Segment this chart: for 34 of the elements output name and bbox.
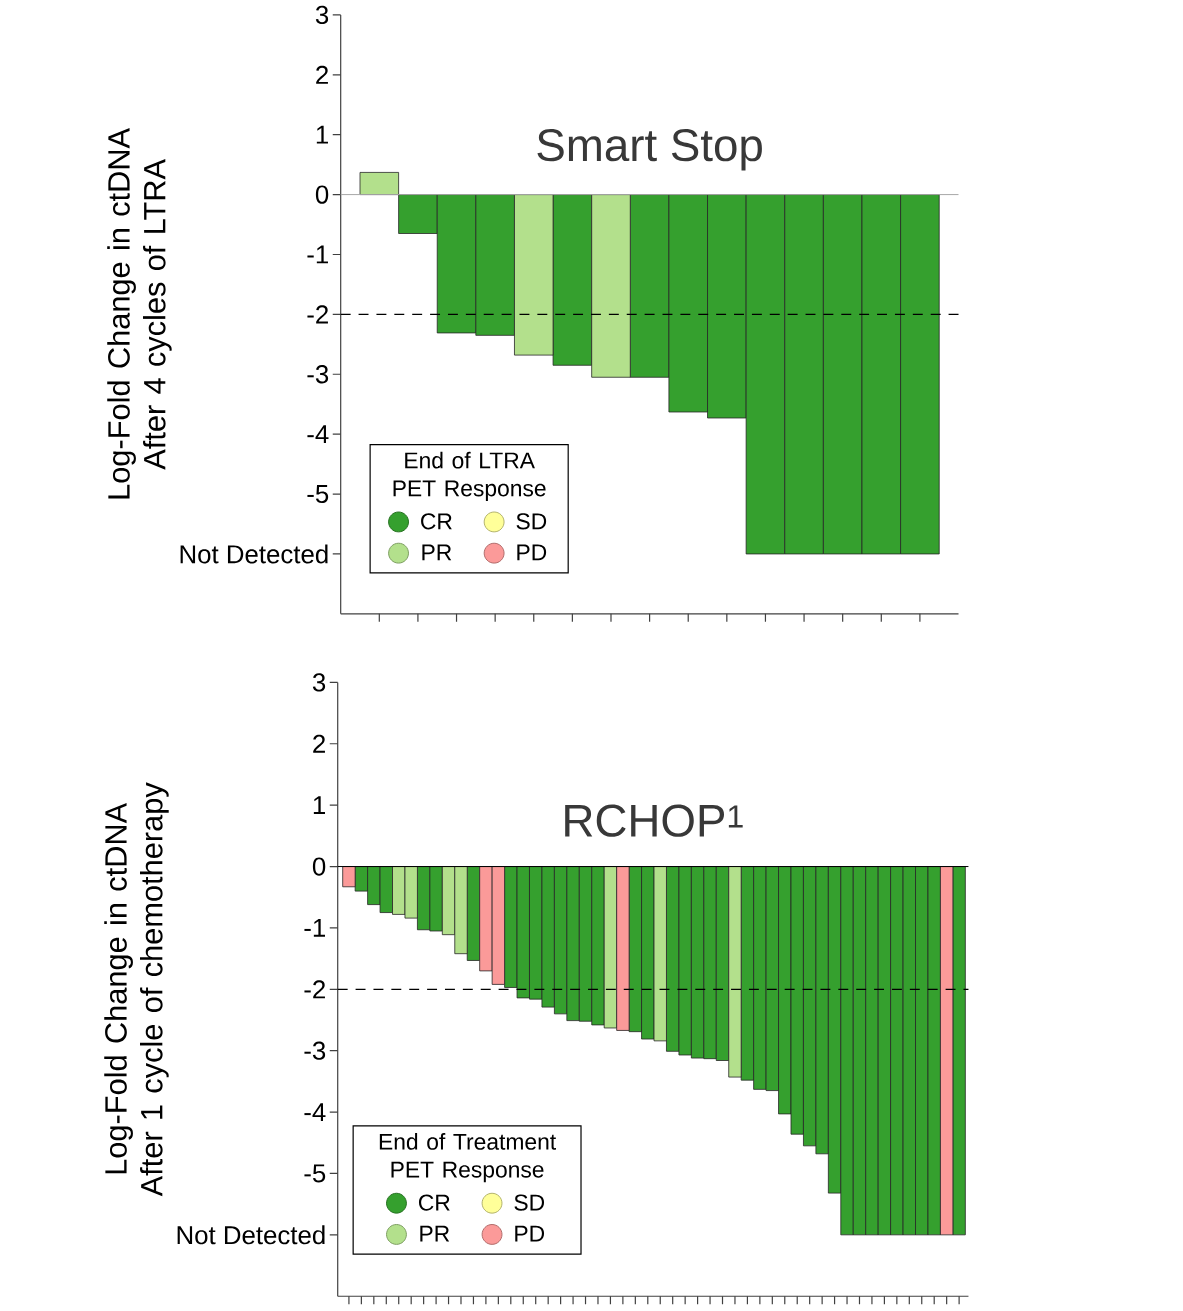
y-tick-label: -3 [307, 365, 329, 384]
y-tick-label: -2 [304, 980, 325, 999]
y-tick-label: 2 [313, 734, 325, 753]
y-tick-label: 0 [315, 185, 329, 204]
y-tick-label: Not Detected [180, 544, 328, 564]
y-axis-title: Log-Fold Change in ctDNA After 1 cycle of chemotherapy [104, 782, 169, 1197]
y-tick-label: 1 [316, 125, 328, 144]
text: Smart Stop [537, 129, 762, 171]
legend-label: PR [422, 544, 452, 561]
y-tick-label: 0 [312, 857, 326, 876]
y-tick-label: -1 [304, 919, 325, 937]
y-tick-label: -5 [304, 1164, 326, 1183]
y-tick-label: 2 [316, 65, 328, 84]
y-tick-label: -3 [304, 1041, 326, 1060]
y-tick-label: 1 [313, 796, 325, 815]
legend-label: CR [421, 513, 452, 530]
y-tick-label: -5 [307, 485, 329, 504]
y-tick-label: Not Detected [177, 1225, 325, 1245]
legend-label: SD [514, 1194, 545, 1211]
y-tick-label: -1 [307, 245, 328, 264]
legend-label: CR [418, 1194, 450, 1211]
legend-title: End of LTRA PET Response [393, 451, 546, 501]
y-tick-label: 3 [312, 673, 326, 692]
y-tick-label: -4 [307, 425, 329, 444]
y-tick-label: 3 [315, 5, 329, 25]
legend-label: SD [516, 513, 547, 530]
y-tick-label: -2 [307, 305, 328, 324]
legend-label: PR [420, 1225, 450, 1242]
legend-title: End of Treatment PET Response [379, 1133, 557, 1183]
text: RCHOP$^{1}$ [565, 804, 743, 837]
legend-label: PD [515, 1225, 545, 1242]
y-axis-title: Log-Fold Change in ctDNA After 4 cycles of LTRA [107, 127, 172, 499]
y-tick-label: -4 [304, 1103, 326, 1121]
legend-label: PD [517, 544, 547, 561]
